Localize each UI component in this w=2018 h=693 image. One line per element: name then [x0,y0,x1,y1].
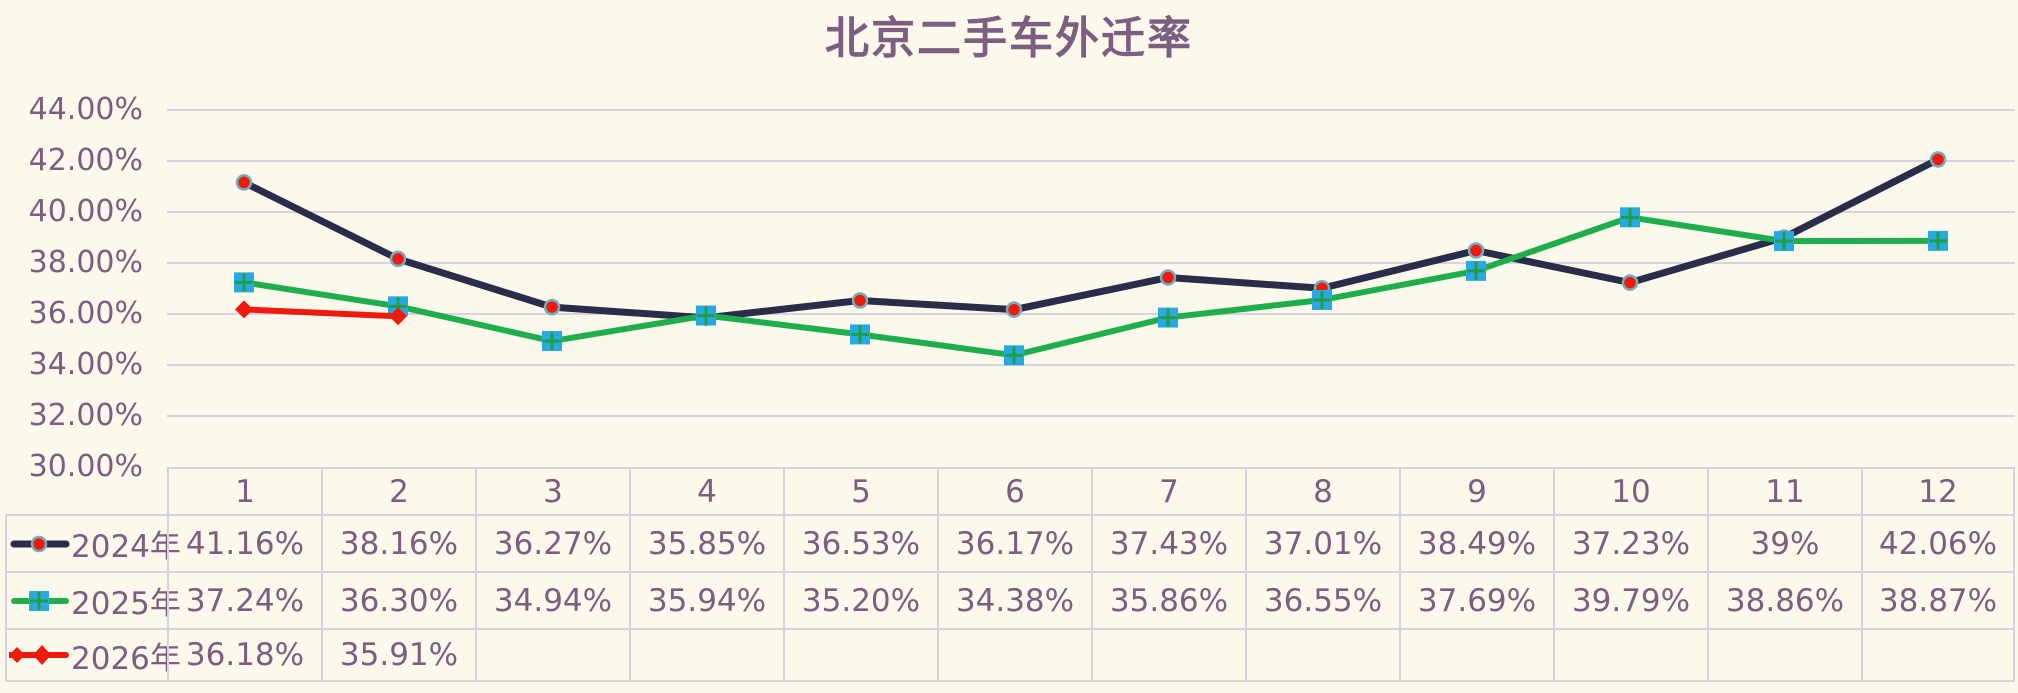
series-line[interactable] [240,155,1942,322]
legend-row-2025年: 2025年 [5,571,181,628]
data-point-marker[interactable] [1005,301,1023,318]
month-header-cell: 7 [1091,467,1245,514]
value-cell: 35.91% [321,628,475,682]
series-2025年[interactable] [234,207,1948,366]
value-cell [1707,628,1861,682]
month-header-cell: 4 [629,467,783,514]
value-cell: 35.94% [629,571,783,628]
y-axis-tick-label: 38.00% [28,245,143,280]
data-table: 1 2 3 4 5 6 7 8 9 10 11 12 2024年 41.16% 38.16% 36.27% 35… [5,467,2015,682]
value-cell: 38.86% [1707,571,1861,628]
value-cell: 36.30% [321,571,475,628]
value-cell: 37.23% [1553,514,1707,571]
y-axis-tick-label: 30.00% [28,449,143,484]
value-cell: 35.86% [1091,571,1245,628]
value-cell: 36.55% [1245,571,1399,628]
data-point-marker[interactable] [1159,269,1177,286]
data-point-marker[interactable] [851,292,869,309]
data-point-marker[interactable] [543,298,561,316]
value-cell: 34.38% [937,571,1091,628]
month-header-cell: 10 [1553,467,1707,514]
month-header-cell: 9 [1399,467,1553,514]
month-header-cell: 8 [1245,467,1399,514]
month-header-cell: 5 [783,467,937,514]
data-point-marker[interactable] [389,250,407,268]
value-cell: 36.17% [937,514,1091,571]
data-point-marker[interactable] [1621,274,1639,291]
y-axis-tick-label: 34.00% [28,347,143,382]
value-cell: 37.69% [1399,571,1553,628]
value-cell [475,628,629,682]
value-cell: 38.16% [321,514,475,571]
month-header-cell: 6 [937,467,1091,514]
y-axis-tick-label: 40.00% [28,194,143,229]
legend-key-2025年 [11,590,69,611]
y-axis-tick-label: 44.00% [28,92,143,127]
value-cell: 37.01% [1245,514,1399,571]
month-header-cell: 3 [475,467,629,514]
value-cell [1399,628,1553,682]
y-axis-tick-label: 42.00% [28,143,143,178]
y-axis-tick-label: 32.00% [28,398,143,433]
series-2026年[interactable] [235,300,407,326]
series-line[interactable] [241,306,401,320]
legend-row-2026年: 2026年 [5,628,181,682]
data-point-marker[interactable] [1929,151,1947,168]
month-header-cell: 11 [1707,467,1861,514]
value-cell [937,628,1091,682]
y-axis-tick-label: 36.00% [28,296,143,331]
data-point-marker[interactable] [1467,242,1485,259]
month-header-cell: 12 [1861,467,2015,514]
value-cell: 36.27% [475,514,629,571]
value-cell: 38.87% [1861,571,2015,628]
month-header-cell: 1 [167,467,321,514]
series-2024年[interactable] [235,151,1947,327]
value-cell [1245,628,1399,682]
value-cell: 35.85% [629,514,783,571]
value-cell [783,628,937,682]
value-cell [629,628,783,682]
series-label: 2024年 [71,529,181,565]
value-cell: 37.43% [1091,514,1245,571]
legend-row-2024年: 2024年 [5,514,181,571]
value-cell: 36.18% [167,628,321,682]
value-cell: 36.53% [783,514,937,571]
table-corner-cell [5,467,167,514]
series-line[interactable] [241,214,1941,359]
data-point-marker[interactable] [235,300,253,319]
month-header-cell: 2 [321,467,475,514]
value-cell [1861,628,2015,682]
value-cell [1553,628,1707,682]
legend-key-2026年 [9,645,69,665]
value-cell [1091,628,1245,682]
series-label: 2025年 [71,586,181,622]
value-cell: 37.24% [167,571,321,628]
value-cell: 38.49% [1399,514,1553,571]
value-cell: 39.79% [1553,571,1707,628]
series-label: 2026年 [71,640,181,677]
data-point-marker[interactable] [389,307,407,326]
chart-title: 北京二手车外迁率 [825,13,1193,64]
legend-key-2024年 [10,535,70,552]
data-point-marker[interactable] [235,174,253,191]
value-cell: 35.20% [783,571,937,628]
value-cell: 42.06% [1861,514,2015,571]
value-cell: 34.94% [475,571,629,628]
value-cell: 41.16% [167,514,321,571]
value-cell: 39% [1707,514,1861,571]
